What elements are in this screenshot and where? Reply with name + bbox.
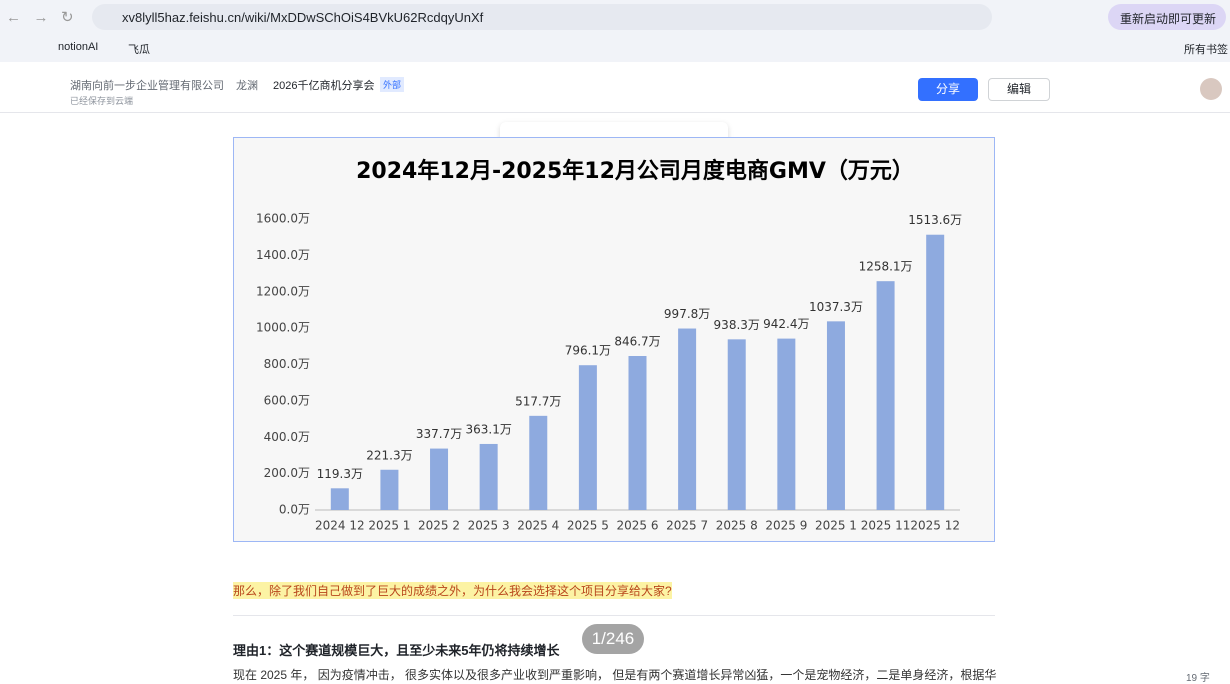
y-tick-label: 800.0万 [264,357,310,371]
page-indicator: 1/246 [582,624,644,654]
heading: 理由1：这个赛道规模巨大，且至少未来5年仍将持续增长 [233,643,560,658]
bar [479,443,498,510]
x-tick-label: 2025 5 [567,519,609,533]
bar [529,415,548,510]
url: xv8lyll5haz.feishu.cn/wiki/MxDDwSChOiS4B… [122,10,484,25]
update-button[interactable] [1108,4,1226,30]
image-frame [233,137,995,542]
x-tick-label: 2024 12 [315,519,365,533]
bar [578,365,597,510]
bookmark[interactable]: 飞瓜 [128,44,150,56]
bar [876,281,895,510]
x-tick-label: 2025 3 [468,519,510,533]
bar [628,356,647,510]
value-label: 337.7万 [416,427,462,441]
value-label: 119.3万 [317,467,363,481]
edit-button[interactable]: 编辑 [988,78,1050,101]
value-label: 796.1万 [565,344,611,358]
paragraph: 现在 2025 年， 因为疫情冲击， 很多实体以及很多产业收到严重影响， 但是有… [233,668,997,682]
share-button[interactable]: 分享 [918,78,978,101]
value-label: 517.7万 [515,394,561,408]
y-tick-label: 1000.0万 [256,321,310,335]
y-tick-label: 200.0万 [264,466,310,480]
value-label: 846.7万 [614,335,660,349]
x-tick-label: 2025 11 [861,519,911,533]
x-tick-label: 2025 1 [815,519,857,533]
chart: 2024年12月-2025年12月公司月度电商GMV（万元） 0.0万 200.0… [256,158,962,533]
breadcrumb[interactable]: 龙渊 [236,80,258,92]
value-label: 942.4万 [763,317,809,331]
y-tick-label: 400.0万 [264,430,310,444]
value-label: 997.8万 [664,307,710,321]
save-status: 已经保存到云端 [70,96,134,106]
address-bar[interactable] [92,4,992,30]
x-tick-label: 2025 6 [617,519,659,533]
value-label: 363.1万 [465,422,511,436]
bar [727,339,746,510]
bar [380,469,399,510]
bar [926,234,945,510]
word-count: 19 字 [1186,673,1210,684]
value-label: 938.3万 [714,318,760,332]
x-tick-label: 2025 9 [765,519,807,533]
y-tick-label: 600.0万 [264,393,310,407]
value-label: 221.3万 [366,448,412,462]
avatar[interactable] [1200,78,1222,100]
bar [330,488,349,510]
y-tick-label: 1400.0万 [256,248,310,262]
x-tick-label: 2025 2 [418,519,460,533]
bar [826,321,845,510]
breadcrumb[interactable]: 2026千亿商机分享会 [273,80,375,92]
x-tick-label: 2025 12 [910,519,960,533]
nav-buttons[interactable]: ← → ↻ [6,9,74,26]
highlight-text: 那么，除了我们自己做到了巨大的成绩之外，为什么我会选择这个项目分享给大家? [233,582,672,599]
y-tick-label: 1600.0万 [256,212,310,226]
bookmark[interactable]: notionAI [58,41,99,53]
badge: 外部 [380,77,405,92]
value-label: 1037.3万 [809,300,863,314]
bar [430,448,449,510]
x-tick-label: 2025 4 [517,519,559,533]
x-tick-label: 2025 7 [666,519,708,533]
bar [777,338,796,510]
y-tick-label: 1200.0万 [256,284,310,298]
x-tick-label: 2025 1 [368,519,410,533]
value-label: 1513.6万 [908,213,962,227]
divider [233,615,995,616]
y-tick-label: 0.0万 [279,503,310,517]
breadcrumb[interactable]: 湖南向前一步企业管理有限公司 [70,80,224,92]
update-text: 重新启动即可更新 [1120,12,1217,26]
bar [678,328,697,510]
chart-title: 2024年12月-2025年12月公司月度电商GMV（万元） [356,158,914,184]
header-divider [0,112,1230,113]
all-bookmarks[interactable]: 所有书签 [1184,44,1228,56]
x-tick-label: 2025 8 [716,519,758,533]
value-label: 1258.1万 [859,260,913,274]
